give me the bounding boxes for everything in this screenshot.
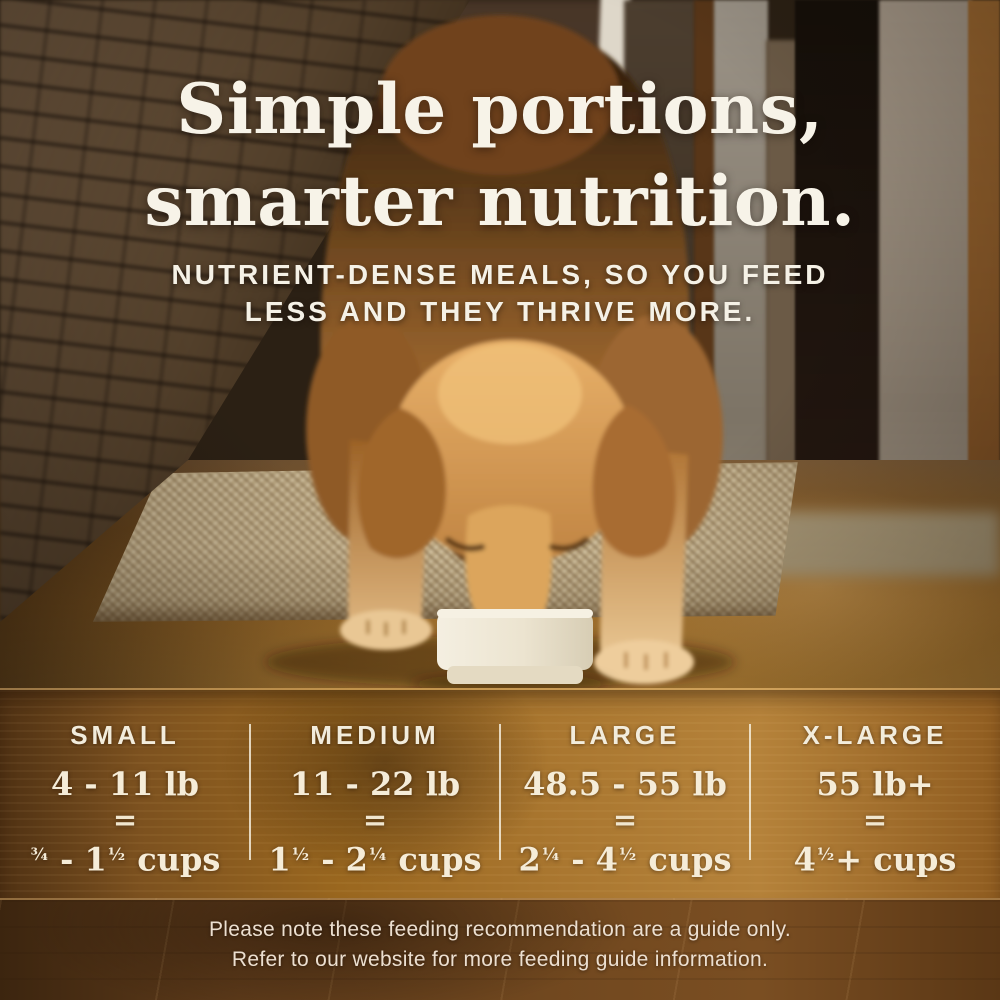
cups-range: 4½+ cups bbox=[793, 840, 957, 879]
weight-range: 55 lb+ bbox=[816, 765, 934, 803]
column-divider bbox=[249, 724, 251, 860]
cups-range: 1½ - 2¼ cups bbox=[268, 840, 482, 879]
footnote-line-1: Please note these feeding recommendation… bbox=[208, 918, 792, 941]
scene-photo bbox=[0, 0, 1000, 690]
size-label: MEDIUM bbox=[310, 720, 440, 750]
feeding-guide-column-medium: MEDIUM 11 - 22 lb = 1½ - 2¼ cups bbox=[250, 690, 500, 898]
equals-sign: = bbox=[612, 803, 638, 837]
weight-range: 48.5 - 55 lb bbox=[523, 765, 727, 803]
weight-range: 11 - 22 lb bbox=[289, 765, 461, 803]
size-label: LARGE bbox=[569, 720, 681, 750]
subheadline-line-2: LESS AND THEY THRIVE MORE. bbox=[244, 296, 756, 327]
weight-range: 4 - 11 lb bbox=[50, 765, 200, 803]
size-label: SMALL bbox=[70, 720, 180, 750]
feeding-guide-column-small: SMALL 4 - 11 lb = ¾ - 1½ cups bbox=[0, 690, 250, 898]
footnote-panel: Please note these feeding recommendation… bbox=[0, 898, 1000, 1000]
page-title: Simple portions, smarter nutrition. bbox=[0, 64, 1000, 248]
dog-eye-left bbox=[445, 537, 485, 552]
subheadline: NUTRIENT-DENSE MEALS, SO YOU FEED LESS A… bbox=[0, 256, 1000, 330]
cups-range: ¾ - 1½ cups bbox=[30, 840, 221, 879]
footnote-line-2: Refer to our website for more feeding gu… bbox=[231, 948, 769, 971]
dog-ear-left bbox=[357, 408, 447, 559]
headline-line-1: Simple portions, bbox=[176, 69, 824, 150]
size-label: X-LARGE bbox=[802, 720, 948, 750]
equals-sign: = bbox=[362, 803, 388, 837]
headline-line-2: smarter nutrition. bbox=[144, 161, 856, 242]
dog-illustration bbox=[265, 15, 735, 690]
feeding-guide-column-xlarge: X-LARGE 55 lb+ = 4½+ cups bbox=[750, 690, 1000, 898]
dog-muzzle bbox=[465, 505, 552, 641]
column-divider bbox=[749, 724, 751, 860]
column-divider bbox=[499, 724, 501, 860]
equals-sign: = bbox=[862, 803, 888, 837]
dog-eye-right bbox=[549, 537, 589, 552]
dog-ear-right bbox=[592, 405, 676, 558]
subheadline-line-1: NUTRIENT-DENSE MEALS, SO YOU FEED bbox=[171, 259, 829, 290]
equals-sign: = bbox=[112, 803, 138, 837]
dog-body-group bbox=[306, 15, 723, 684]
feeding-guide-panel: SMALL 4 - 11 lb = ¾ - 1½ cups MEDIUM 11 … bbox=[0, 688, 1000, 898]
food-bowl bbox=[410, 609, 610, 690]
feeding-guide-column-large: LARGE 48.5 - 55 lb = 2¼ - 4½ cups bbox=[500, 690, 750, 898]
cups-range: 2¼ - 4½ cups bbox=[518, 840, 732, 879]
